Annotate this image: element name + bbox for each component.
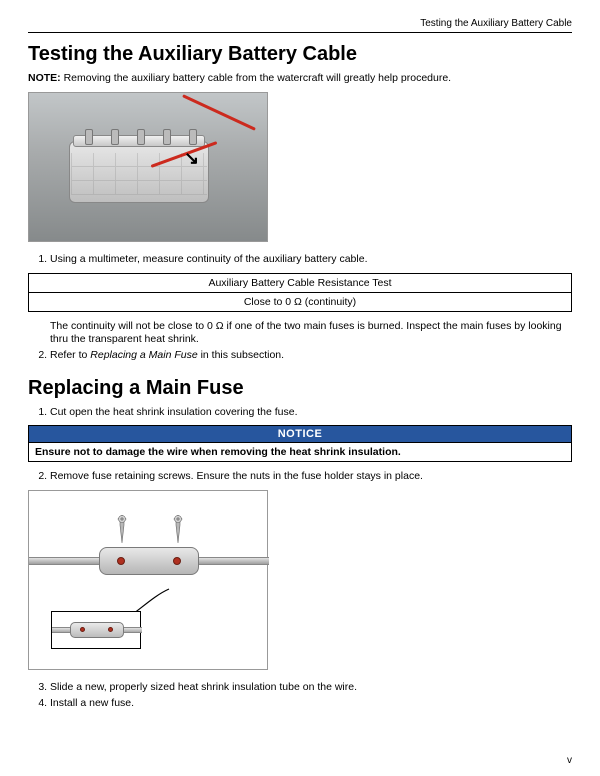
section2-title: Replacing a Main Fuse (28, 377, 572, 400)
section2-steps-3: Slide a new, properly sized heat shrink … (28, 681, 572, 711)
figure-inset (51, 611, 141, 649)
note-label: NOTE: (28, 72, 61, 84)
screw-icon (171, 515, 185, 545)
figure-engine-bay: ↘ (28, 92, 268, 242)
step2-suffix: in this subsection. (198, 349, 284, 361)
note-text: Removing the auxiliary battery cable fro… (61, 72, 451, 84)
list-item: Using a multimeter, measure continuity o… (50, 253, 572, 267)
note-line: NOTE: Removing the auxiliary battery cab… (28, 72, 572, 84)
section1-steps-cont: Refer to Replacing a Main Fuse in this s… (28, 349, 572, 363)
step2-prefix: Refer to (50, 349, 90, 361)
section1-title: Testing the Auxiliary Battery Cable (28, 43, 572, 66)
table-value-cell: Close to 0 Ω (continuity) (29, 292, 572, 311)
page-number: v (567, 755, 572, 766)
callout-arrow-icon: ↘ (184, 148, 199, 169)
list-item: Install a new fuse. (50, 697, 572, 711)
list-item: Cut open the heat shrink insulation cove… (50, 406, 572, 420)
table-header-cell: Auxiliary Battery Cable Resistance Test (29, 273, 572, 292)
running-header: Testing the Auxiliary Battery Cable (28, 18, 572, 33)
section2-steps: Cut open the heat shrink insulation cove… (28, 406, 572, 420)
screw-icon (115, 515, 129, 545)
resistance-test-table: Auxiliary Battery Cable Resistance Test … (28, 273, 572, 312)
notice-header: NOTICE (29, 426, 572, 443)
notice-box: NOTICE Ensure not to damage the wire whe… (28, 425, 572, 462)
list-item: Remove fuse retaining screws. Ensure the… (50, 470, 572, 484)
step2-reference: Replacing a Main Fuse (90, 349, 197, 361)
section2-steps-2: Remove fuse retaining screws. Ensure the… (28, 470, 572, 484)
notice-body: Ensure not to damage the wire when remov… (29, 443, 572, 462)
continuity-note: The continuity will not be close to 0 Ω … (28, 320, 572, 347)
section1-steps: Using a multimeter, measure continuity o… (28, 253, 572, 267)
list-item: Slide a new, properly sized heat shrink … (50, 681, 572, 695)
figure-fuse-holder (28, 490, 268, 670)
list-item: Refer to Replacing a Main Fuse in this s… (50, 349, 572, 363)
